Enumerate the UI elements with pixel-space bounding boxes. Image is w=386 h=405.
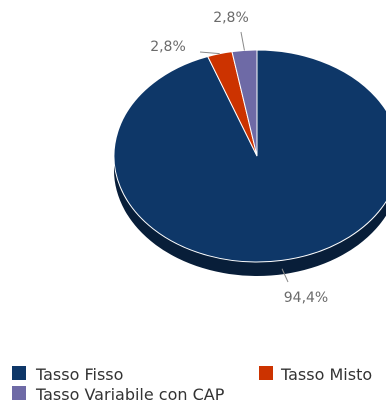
leader-line-tasso-misto xyxy=(199,51,220,55)
legend: Tasso Fisso Tasso Misto Tasso Variabile … xyxy=(12,365,372,404)
slice-label-tasso-misto: 2,8% xyxy=(150,39,186,55)
slice-label-tasso-fisso: 94,4% xyxy=(284,290,328,306)
legend-label-tasso-misto[interactable]: Tasso Misto xyxy=(280,365,372,384)
pie-slices xyxy=(113,49,386,263)
leader-line-tasso-fisso xyxy=(281,268,289,283)
pie-leaders xyxy=(199,31,289,283)
legend-label-tasso-variabile[interactable]: Tasso Variabile con CAP xyxy=(35,385,225,404)
legend-swatch-tasso-misto[interactable] xyxy=(259,366,273,380)
legend-swatch-tasso-fisso[interactable] xyxy=(12,366,26,380)
leader-line-tasso-variabile xyxy=(240,31,245,51)
pie-slice-tasso-variabile[interactable] xyxy=(231,49,258,157)
legend-label-tasso-fisso[interactable]: Tasso Fisso xyxy=(35,365,123,384)
pie-slice-tasso-fisso[interactable] xyxy=(113,49,386,263)
slice-label-tasso-variabile: 2,8% xyxy=(213,10,249,26)
pie-labels: 94,4% 2,8% 2,8% xyxy=(150,10,328,306)
legend-swatch-tasso-variabile[interactable] xyxy=(12,386,26,400)
